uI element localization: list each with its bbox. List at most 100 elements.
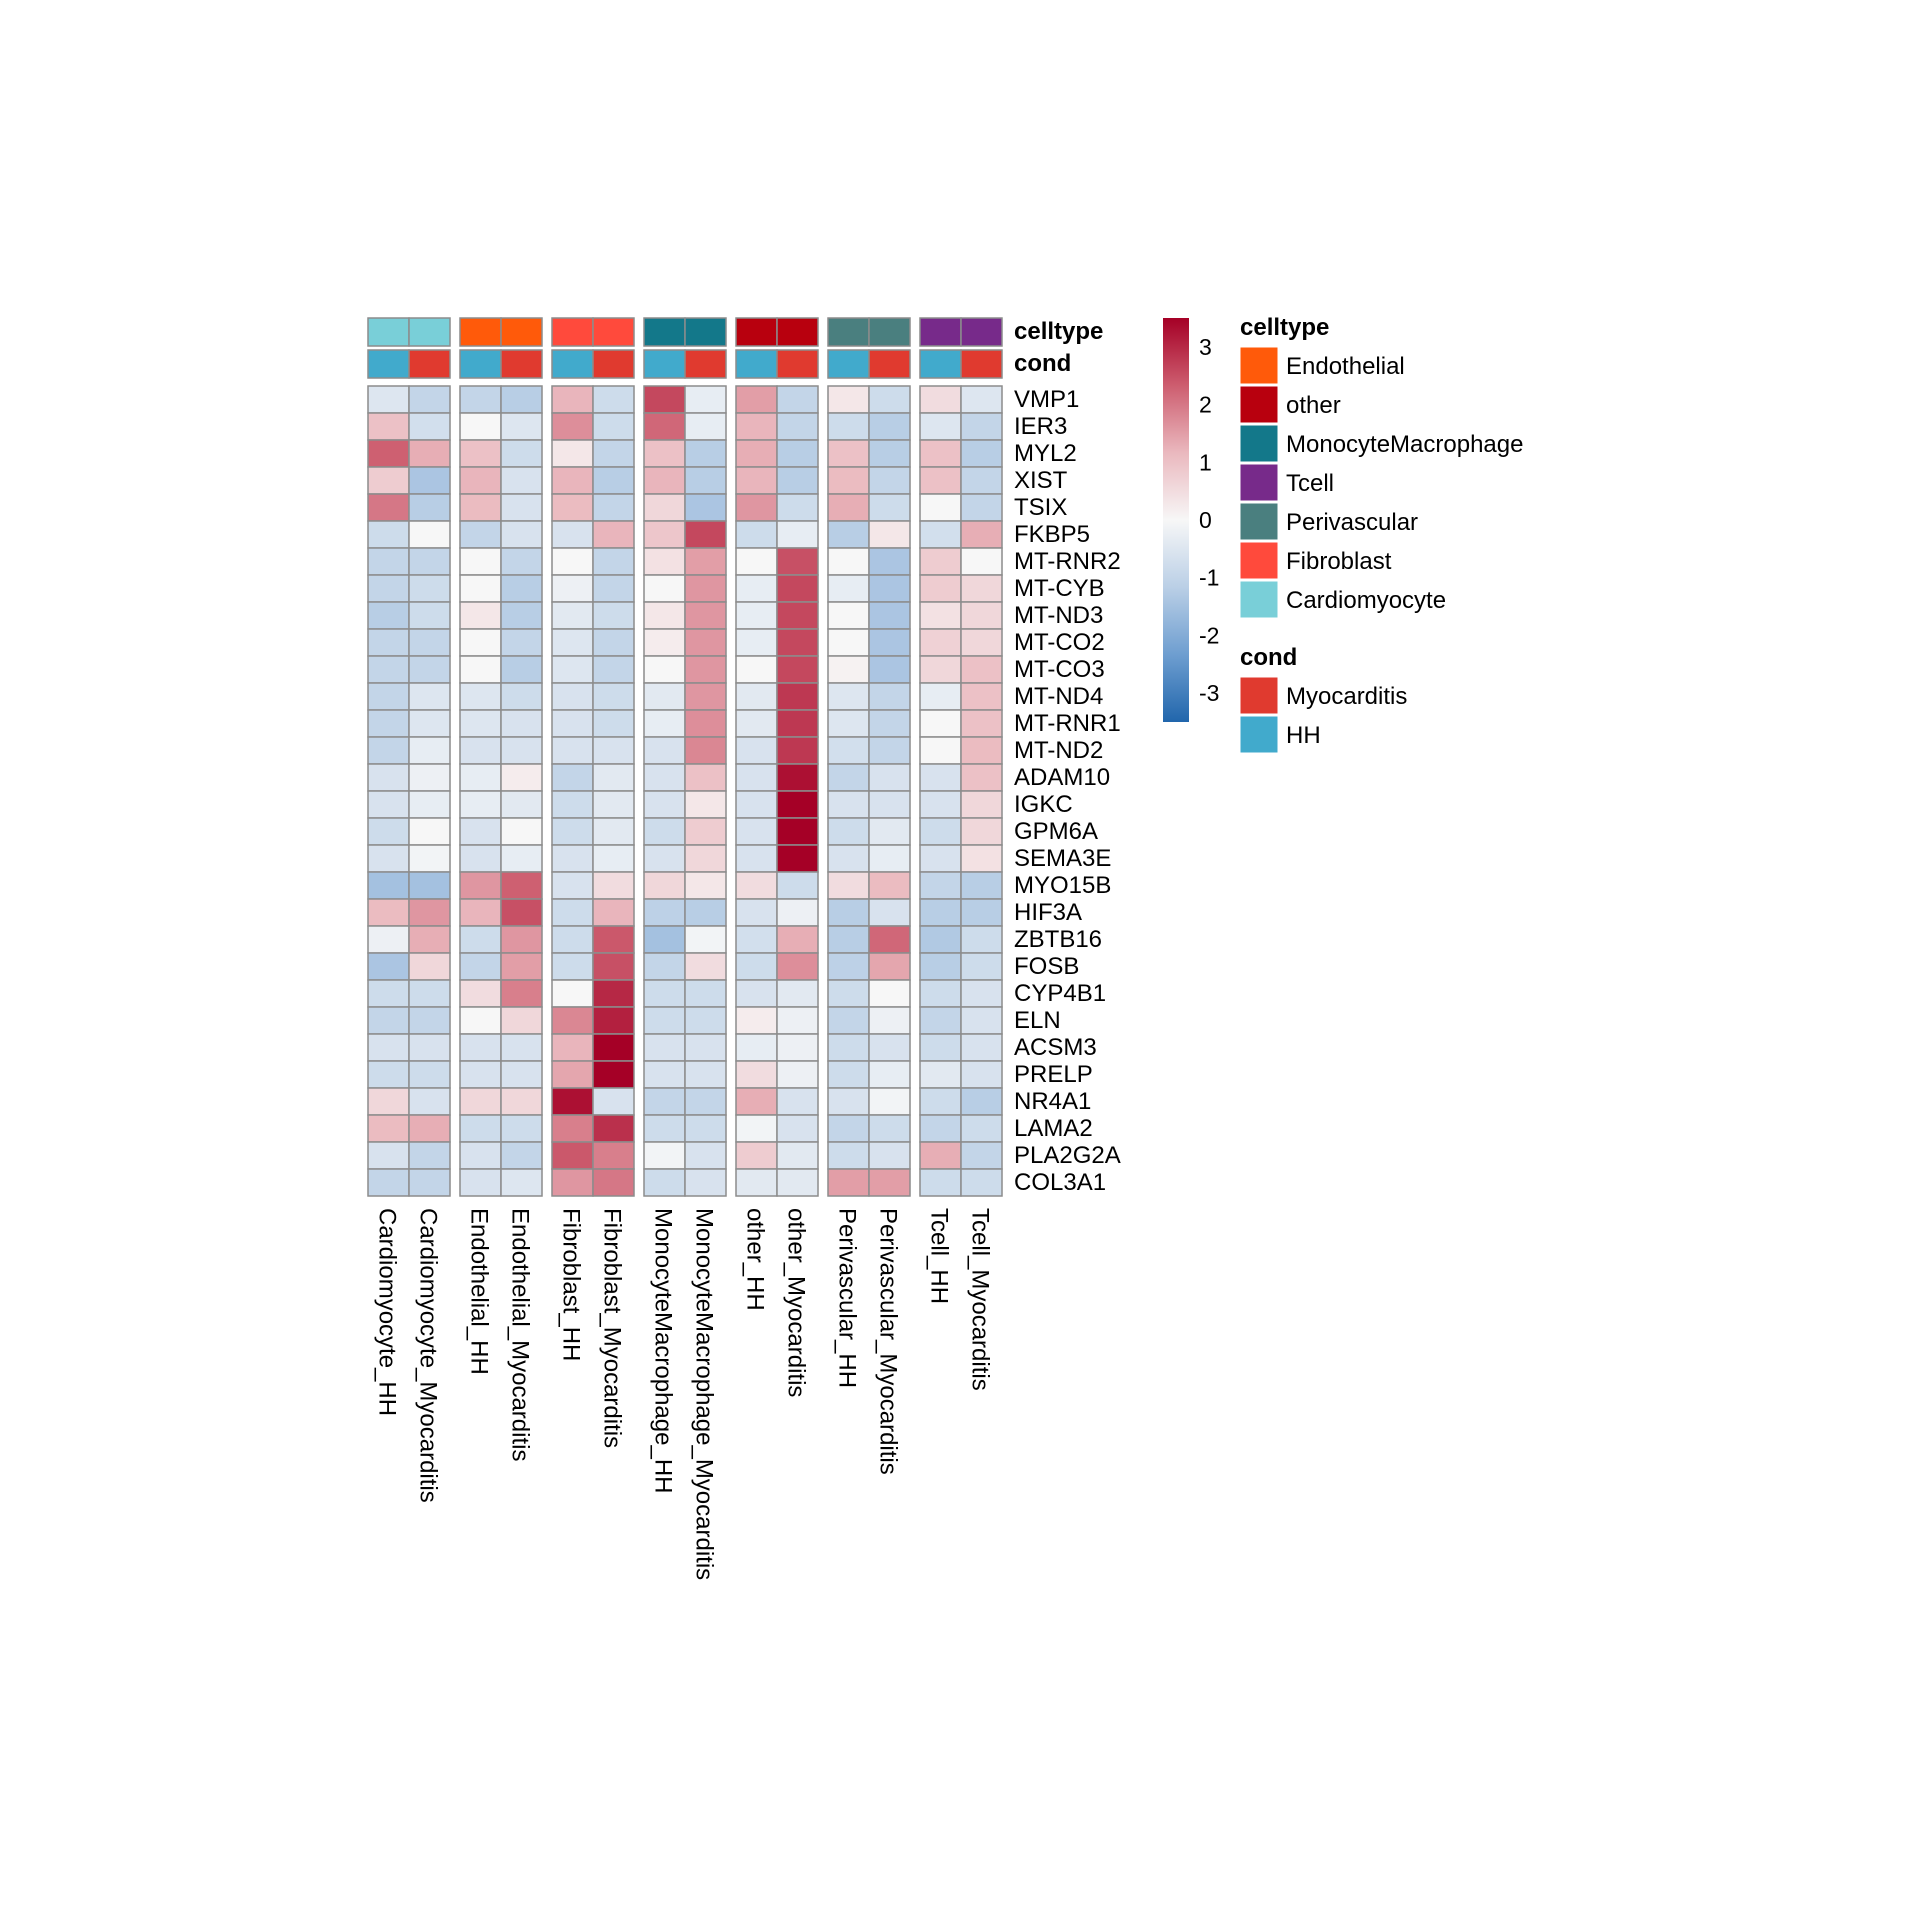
heatmap-cell [408, 763, 451, 792]
cond-annotation-cell [776, 349, 819, 379]
heatmap-cell [868, 439, 911, 468]
heatmap-cell [643, 736, 686, 765]
heatmap-cell [367, 1114, 410, 1143]
heatmap-cell [643, 1087, 686, 1116]
heatmap-cell [960, 979, 1003, 1008]
legend-celltype-label: Tcell [1286, 470, 1334, 497]
colorbar-tick-label: 3 [1199, 334, 1212, 360]
heatmap-cell [827, 682, 870, 711]
heatmap-cell [408, 1114, 451, 1143]
heatmap-cell [592, 1060, 635, 1089]
colorbar-tick-label: -3 [1199, 680, 1219, 706]
heatmap-cell [500, 601, 543, 630]
heatmap-cell [735, 1141, 778, 1170]
cond-annotation-cell [643, 349, 686, 379]
heatmap-cell [868, 547, 911, 576]
cond-annotation-cell [592, 349, 635, 379]
column-label: Tcell_HH [926, 1208, 953, 1304]
heatmap-cell [735, 439, 778, 468]
heatmap-cell [367, 385, 410, 414]
heatmap-cell [551, 1141, 594, 1170]
heatmap-cell [827, 790, 870, 819]
heatmap-cell [643, 817, 686, 846]
heatmap-cell [459, 574, 502, 603]
colorbar-tick-label: 2 [1199, 392, 1212, 418]
row-label: FOSB [1014, 953, 1079, 980]
heatmap-cell [960, 790, 1003, 819]
heatmap-cell [776, 655, 819, 684]
heatmap-cell [551, 790, 594, 819]
heatmap-cell [551, 709, 594, 738]
heatmap-cell [868, 1168, 911, 1197]
legend-cond-swatch [1239, 676, 1279, 715]
column-label: MonocyteMacrophage_Myocarditis [691, 1208, 718, 1580]
heatmap-cell [500, 1033, 543, 1062]
heatmap-cell [551, 763, 594, 792]
heatmap-cell [960, 1087, 1003, 1116]
legend-celltype-swatch [1239, 385, 1279, 424]
heatmap-cell [684, 1006, 727, 1035]
heatmap-cell [408, 871, 451, 900]
row-label: SEMA3E [1014, 845, 1111, 872]
heatmap-cell [551, 493, 594, 522]
row-label: LAMA2 [1014, 1115, 1093, 1142]
column-label: Endothelial_HH [466, 1208, 493, 1375]
heatmap-cell [592, 466, 635, 495]
heatmap-cell [919, 979, 962, 1008]
heatmap-cell [919, 520, 962, 549]
heatmap-cell [684, 682, 727, 711]
heatmap-cell [408, 574, 451, 603]
heatmap-cell [643, 520, 686, 549]
heatmap-cell [643, 844, 686, 873]
heatmap-cell [551, 412, 594, 441]
legend-celltype-swatch [1239, 580, 1279, 619]
heatmap-cell [643, 628, 686, 657]
heatmap-cell [459, 763, 502, 792]
cond-annotation-cell [868, 349, 911, 379]
heatmap-cell [735, 1087, 778, 1116]
heatmap-cell [776, 925, 819, 954]
heatmap-cell [408, 601, 451, 630]
column-label: Fibroblast_Myocarditis [599, 1208, 626, 1448]
heatmap-cell [919, 1168, 962, 1197]
heatmap-cell [367, 1006, 410, 1035]
heatmap-cell [643, 1141, 686, 1170]
heatmap-cell [735, 1114, 778, 1143]
heatmap-cell [643, 709, 686, 738]
heatmap-cell [776, 790, 819, 819]
heatmap-cell [551, 925, 594, 954]
cond-annotation-title: cond [1014, 350, 1071, 377]
heatmap-cell [643, 1168, 686, 1197]
cond-annotation-cell [500, 349, 543, 379]
heatmap-cell [408, 925, 451, 954]
heatmap-cell [367, 682, 410, 711]
heatmap-cell [500, 385, 543, 414]
heatmap-cell [459, 520, 502, 549]
heatmap-cell [592, 952, 635, 981]
heatmap-cell [960, 709, 1003, 738]
heatmap-cell [827, 493, 870, 522]
heatmap-cell [919, 574, 962, 603]
heatmap-cell [919, 925, 962, 954]
heatmap-cell [459, 1168, 502, 1197]
heatmap-cell [960, 1141, 1003, 1170]
heatmap-cell [919, 493, 962, 522]
heatmap-cell [827, 574, 870, 603]
heatmap-cell [367, 574, 410, 603]
heatmap-cell [643, 547, 686, 576]
heatmap-cell [367, 790, 410, 819]
heatmap-cell [868, 412, 911, 441]
heatmap-cell [827, 1033, 870, 1062]
heatmap-cell [960, 952, 1003, 981]
row-label: XIST [1014, 467, 1068, 494]
colorbar-tick-label: 1 [1199, 449, 1212, 475]
heatmap-cell [776, 979, 819, 1008]
heatmap-cell [919, 412, 962, 441]
heatmap-cell [960, 574, 1003, 603]
heatmap-cell [827, 925, 870, 954]
row-label: PLA2G2A [1014, 1142, 1121, 1169]
heatmap-cell [459, 871, 502, 900]
heatmap-cell [592, 520, 635, 549]
heatmap-cell [592, 1114, 635, 1143]
heatmap-cell [367, 871, 410, 900]
